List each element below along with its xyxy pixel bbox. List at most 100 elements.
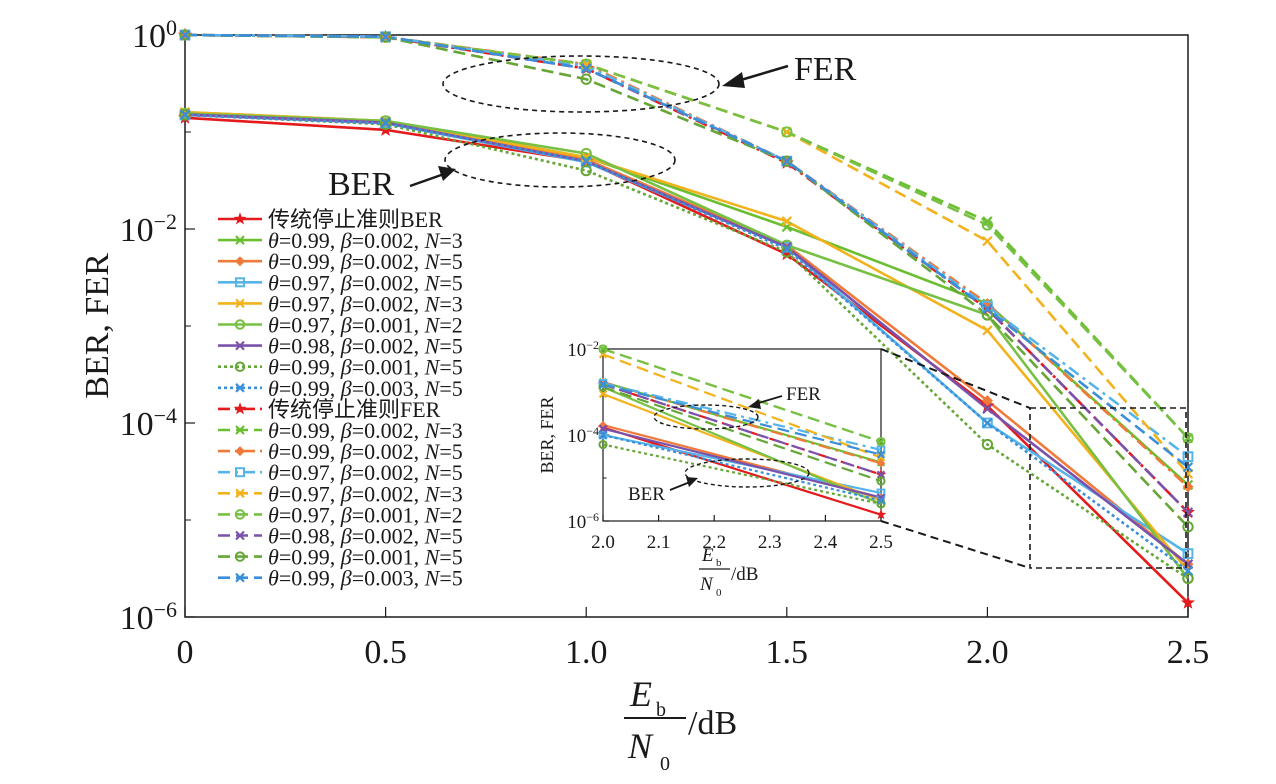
legend-marker [235, 256, 245, 267]
y-tick-label: 10−6 [120, 597, 177, 637]
legend-label: θ=0.97, β=0.002, N=3 [268, 481, 463, 506]
data-point [179, 29, 191, 41]
data-point [982, 303, 993, 315]
inset-data-point [876, 459, 886, 468]
y-tick-label: 10−2 [120, 209, 177, 249]
legend-label: θ=0.97, β=0.001, N=2 [268, 313, 463, 338]
inset-data-point [876, 476, 886, 486]
inset-data-point [875, 509, 887, 520]
ber-arrowhead [438, 166, 456, 181]
data-point [1182, 565, 1194, 576]
legend-label: θ=0.99, β=0.003, N=5 [268, 566, 463, 591]
data-point [982, 216, 993, 227]
inset-series-line-18 [602, 383, 882, 456]
inset-marker-layer [597, 344, 887, 520]
series-layer [184, 33, 1190, 604]
legend-item: θ=0.98, β=0.002, N=5 [218, 524, 463, 549]
data-point [379, 118, 392, 130]
inset-data-point [598, 378, 608, 388]
ber-arrow [409, 172, 445, 188]
legend-item: θ=0.97, β=0.001, N=2 [218, 502, 463, 527]
legend-label: θ=0.99, β=0.002, N=5 [268, 439, 463, 464]
legend-label: θ=0.99, β=0.001, N=5 [268, 355, 463, 380]
data-point [1182, 507, 1194, 518]
inset-data-point [876, 493, 886, 502]
data-point [981, 438, 994, 451]
x-label-denominator-sub: 0 [660, 753, 670, 775]
inset-series-line-12 [602, 381, 882, 465]
data-point [581, 156, 592, 167]
inset-series-line-6 [602, 386, 882, 505]
x-tick-label: 0 [177, 634, 194, 671]
inset-data-point [598, 430, 608, 440]
inset-axis-ticks: 2.0 2.1 2.2 2.3 2.4 2.5 10−2 10−4 10−6 [567, 338, 893, 553]
series-line-1 [184, 116, 1189, 604]
legend-marker [235, 235, 245, 245]
data-point [1182, 521, 1194, 533]
legend-label: 传统停止准则BER [268, 207, 443, 232]
data-point [179, 29, 191, 41]
legend-marker [234, 319, 246, 330]
data-point [380, 31, 391, 42]
inset-x-tick-label: 2.4 [814, 532, 838, 553]
legend-label: θ=0.97, β=0.002, N=3 [268, 291, 463, 316]
inset-x-label-unit: /dB [731, 564, 758, 585]
legend-marker [235, 277, 245, 288]
y-tick-label: 10−4 [120, 403, 177, 443]
inset-x-label-numerator-sub: b [716, 557, 722, 569]
inset-ber-annotation: BER [628, 484, 665, 505]
legend-label: θ=0.99, β=0.003, N=5 [268, 376, 463, 401]
inset-x-label-denominator: N [699, 574, 714, 595]
data-point [379, 31, 392, 43]
legend-item: θ=0.99, β=0.002, N=5 [218, 439, 463, 464]
fer-arrowhead [722, 72, 745, 88]
legend-label: θ=0.98, β=0.002, N=5 [268, 524, 463, 549]
legend-marker [235, 298, 245, 309]
inset-y-tick-label: 10−4 [567, 424, 599, 447]
legend-label: θ=0.97, β=0.002, N=5 [268, 460, 463, 485]
inset-x-tick-label: 2.1 [647, 532, 671, 553]
legend-marker [235, 467, 245, 478]
inset-series-line-5 [602, 392, 882, 502]
legend-label: θ=0.97, β=0.002, N=5 [268, 270, 463, 295]
legend-marker [234, 509, 246, 520]
inset-y-tick-label: 10−2 [567, 338, 599, 361]
data-point [781, 243, 792, 255]
legend-marker [235, 425, 245, 435]
inset-data-point [598, 380, 608, 389]
inset-data-point [598, 439, 608, 450]
data-point [580, 73, 592, 85]
data-point [379, 115, 392, 127]
legend-item: 传统停止准则BER [218, 207, 443, 232]
data-point [1180, 595, 1196, 609]
series-line-7 [184, 113, 1189, 566]
data-point [781, 216, 792, 227]
inset-fer-ellipse [653, 404, 759, 430]
inset-series-line-17 [602, 386, 882, 483]
inset-ber-arrowhead [686, 477, 698, 487]
data-point [781, 155, 793, 167]
legend-item: θ=0.99, β=0.001, N=5 [218, 355, 463, 380]
data-point [781, 246, 793, 258]
legend-marker [234, 361, 246, 372]
inset-series-line-14 [602, 353, 882, 459]
legend-label: θ=0.99, β=0.002, N=5 [268, 249, 463, 274]
data-point [179, 109, 191, 121]
x-axis-label: E b N 0 /dB [624, 674, 737, 775]
inset-data-point [598, 344, 608, 354]
inset-series-layer [602, 347, 882, 516]
zoom-connector-bottom [880, 520, 1031, 569]
inset-series-line-15 [602, 347, 882, 443]
inset-y-tick-label: 10−6 [567, 510, 599, 533]
inset-data-point [598, 389, 608, 399]
legend-item: θ=0.97, β=0.002, N=5 [218, 460, 463, 485]
data-point [380, 118, 391, 129]
inset-x-label-numerator: E [701, 545, 714, 566]
inset-data-point [876, 496, 886, 505]
axis-ticks: 0 0.5 1.0 1.5 2.0 2.5 100 10−2 10−4 10−6 [120, 15, 1210, 671]
legend-item: θ=0.97, β=0.002, N=3 [218, 291, 463, 316]
data-point [781, 156, 792, 167]
inset-ber-arrow [669, 481, 691, 491]
data-point [982, 417, 993, 429]
